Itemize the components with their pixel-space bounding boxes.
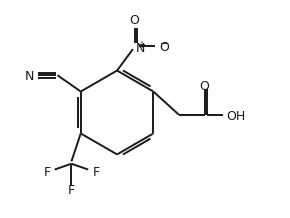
Text: O: O	[159, 41, 169, 54]
Text: O: O	[130, 14, 139, 27]
Text: F: F	[93, 166, 99, 179]
Text: −: −	[160, 39, 169, 49]
Text: OH: OH	[227, 110, 246, 123]
Text: F: F	[68, 184, 75, 197]
Text: N: N	[25, 70, 34, 83]
Text: +: +	[137, 40, 145, 50]
Text: F: F	[43, 166, 50, 179]
Text: N: N	[136, 42, 145, 55]
Text: O: O	[200, 80, 210, 93]
